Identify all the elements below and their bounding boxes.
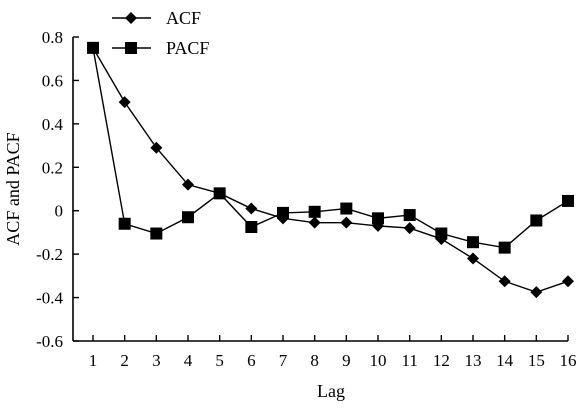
pacf-data-point [118,217,131,230]
acf-data-point [498,275,511,288]
acf-data-point [340,216,353,229]
pacf-data-point [245,221,258,233]
acf-data-point [530,286,543,299]
y-tick-label: -0.4 [36,289,63,308]
pacf-data-point [467,236,479,249]
pacf-data-point [340,202,353,215]
y-tick-label: 0.4 [42,115,64,134]
pacf-data-point [530,214,543,227]
pacf-data-point [498,241,511,254]
acf-data-point [467,252,479,265]
x-tick-label: 15 [528,351,545,370]
x-tick-label: 8 [310,351,319,370]
x-tick-label: 12 [433,351,450,370]
x-tick-label: 3 [152,351,161,370]
x-tick-label: 10 [370,351,387,370]
axes-layer: -0.6-0.4-0.200.20.40.60.81 2 3 4 5 6 7 8 9 10 11 12… [36,28,576,370]
pacf-data-point [403,209,416,222]
acf-data-point [308,216,321,229]
x-tick-label: 11 [401,351,417,370]
pacf-data-point [372,212,384,225]
x-tick-label: 2 [120,351,129,370]
y-tick-label: -0.2 [36,245,63,264]
pacf-data-point [87,41,99,54]
pacf-data-point [562,194,574,207]
x-tick-label: 14 [496,351,514,370]
x-tick-label: 7 [279,351,288,370]
y-tick-label: 0.8 [42,28,63,47]
pacf-series-line [92,47,569,249]
x-tick-label: 16 [560,351,577,370]
acf-data-point [562,275,574,288]
pacf-data-point [150,227,163,240]
legend: ACF PACF [112,8,209,58]
y-tick-label: 0.6 [42,71,63,90]
legend-acf-marker [125,12,137,24]
y-tick-label: 0 [55,202,64,221]
x-tick-label: 9 [342,351,351,370]
legend-pacf-marker [125,42,137,54]
pacf-data-point [277,206,289,219]
acf-data-point [245,202,258,215]
x-tick-label: 1 [89,351,98,370]
x-axis-title: Lag [317,381,345,401]
acf-data-point [182,178,194,191]
acf-data-point [118,96,131,109]
acf-series-line [92,47,569,293]
series-layer [87,41,574,299]
y-tick-label: 0.2 [42,158,63,177]
pacf-data-point [435,227,448,240]
acf-data-point [403,222,416,235]
x-tick-label: 13 [465,351,482,370]
legend-pacf-label: PACF [166,38,209,58]
pacf-data-point [213,187,226,200]
x-tick-label: 6 [247,351,256,370]
pacf-data-point [308,205,321,218]
x-tick-label: 5 [215,351,224,370]
acf-data-point [150,141,163,154]
legend-acf-label: ACF [166,8,201,28]
y-axis-title: ACF and PACF [3,132,23,245]
x-tick-label: 4 [184,351,193,370]
pacf-data-point [182,211,194,224]
y-tick-label: -0.6 [36,332,63,351]
